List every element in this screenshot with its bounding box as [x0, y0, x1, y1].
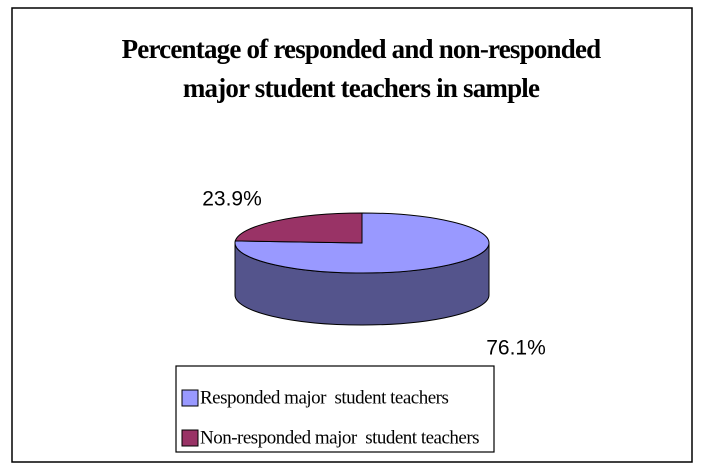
legend-box: [175, 365, 495, 453]
data-label: 23.9%: [202, 188, 262, 211]
pie-slice: [234, 212, 363, 244]
legend-label: Responded major student teachers: [200, 387, 448, 408]
chart-title: Percentage of responded and non-responde…: [121, 34, 602, 103]
legend-swatch: [181, 429, 199, 447]
data-label: 76.1%: [486, 337, 546, 360]
pie-slice: [234, 212, 490, 274]
legend-label: Non-responded major student teachers: [200, 427, 479, 448]
legend-swatch: [181, 389, 199, 407]
